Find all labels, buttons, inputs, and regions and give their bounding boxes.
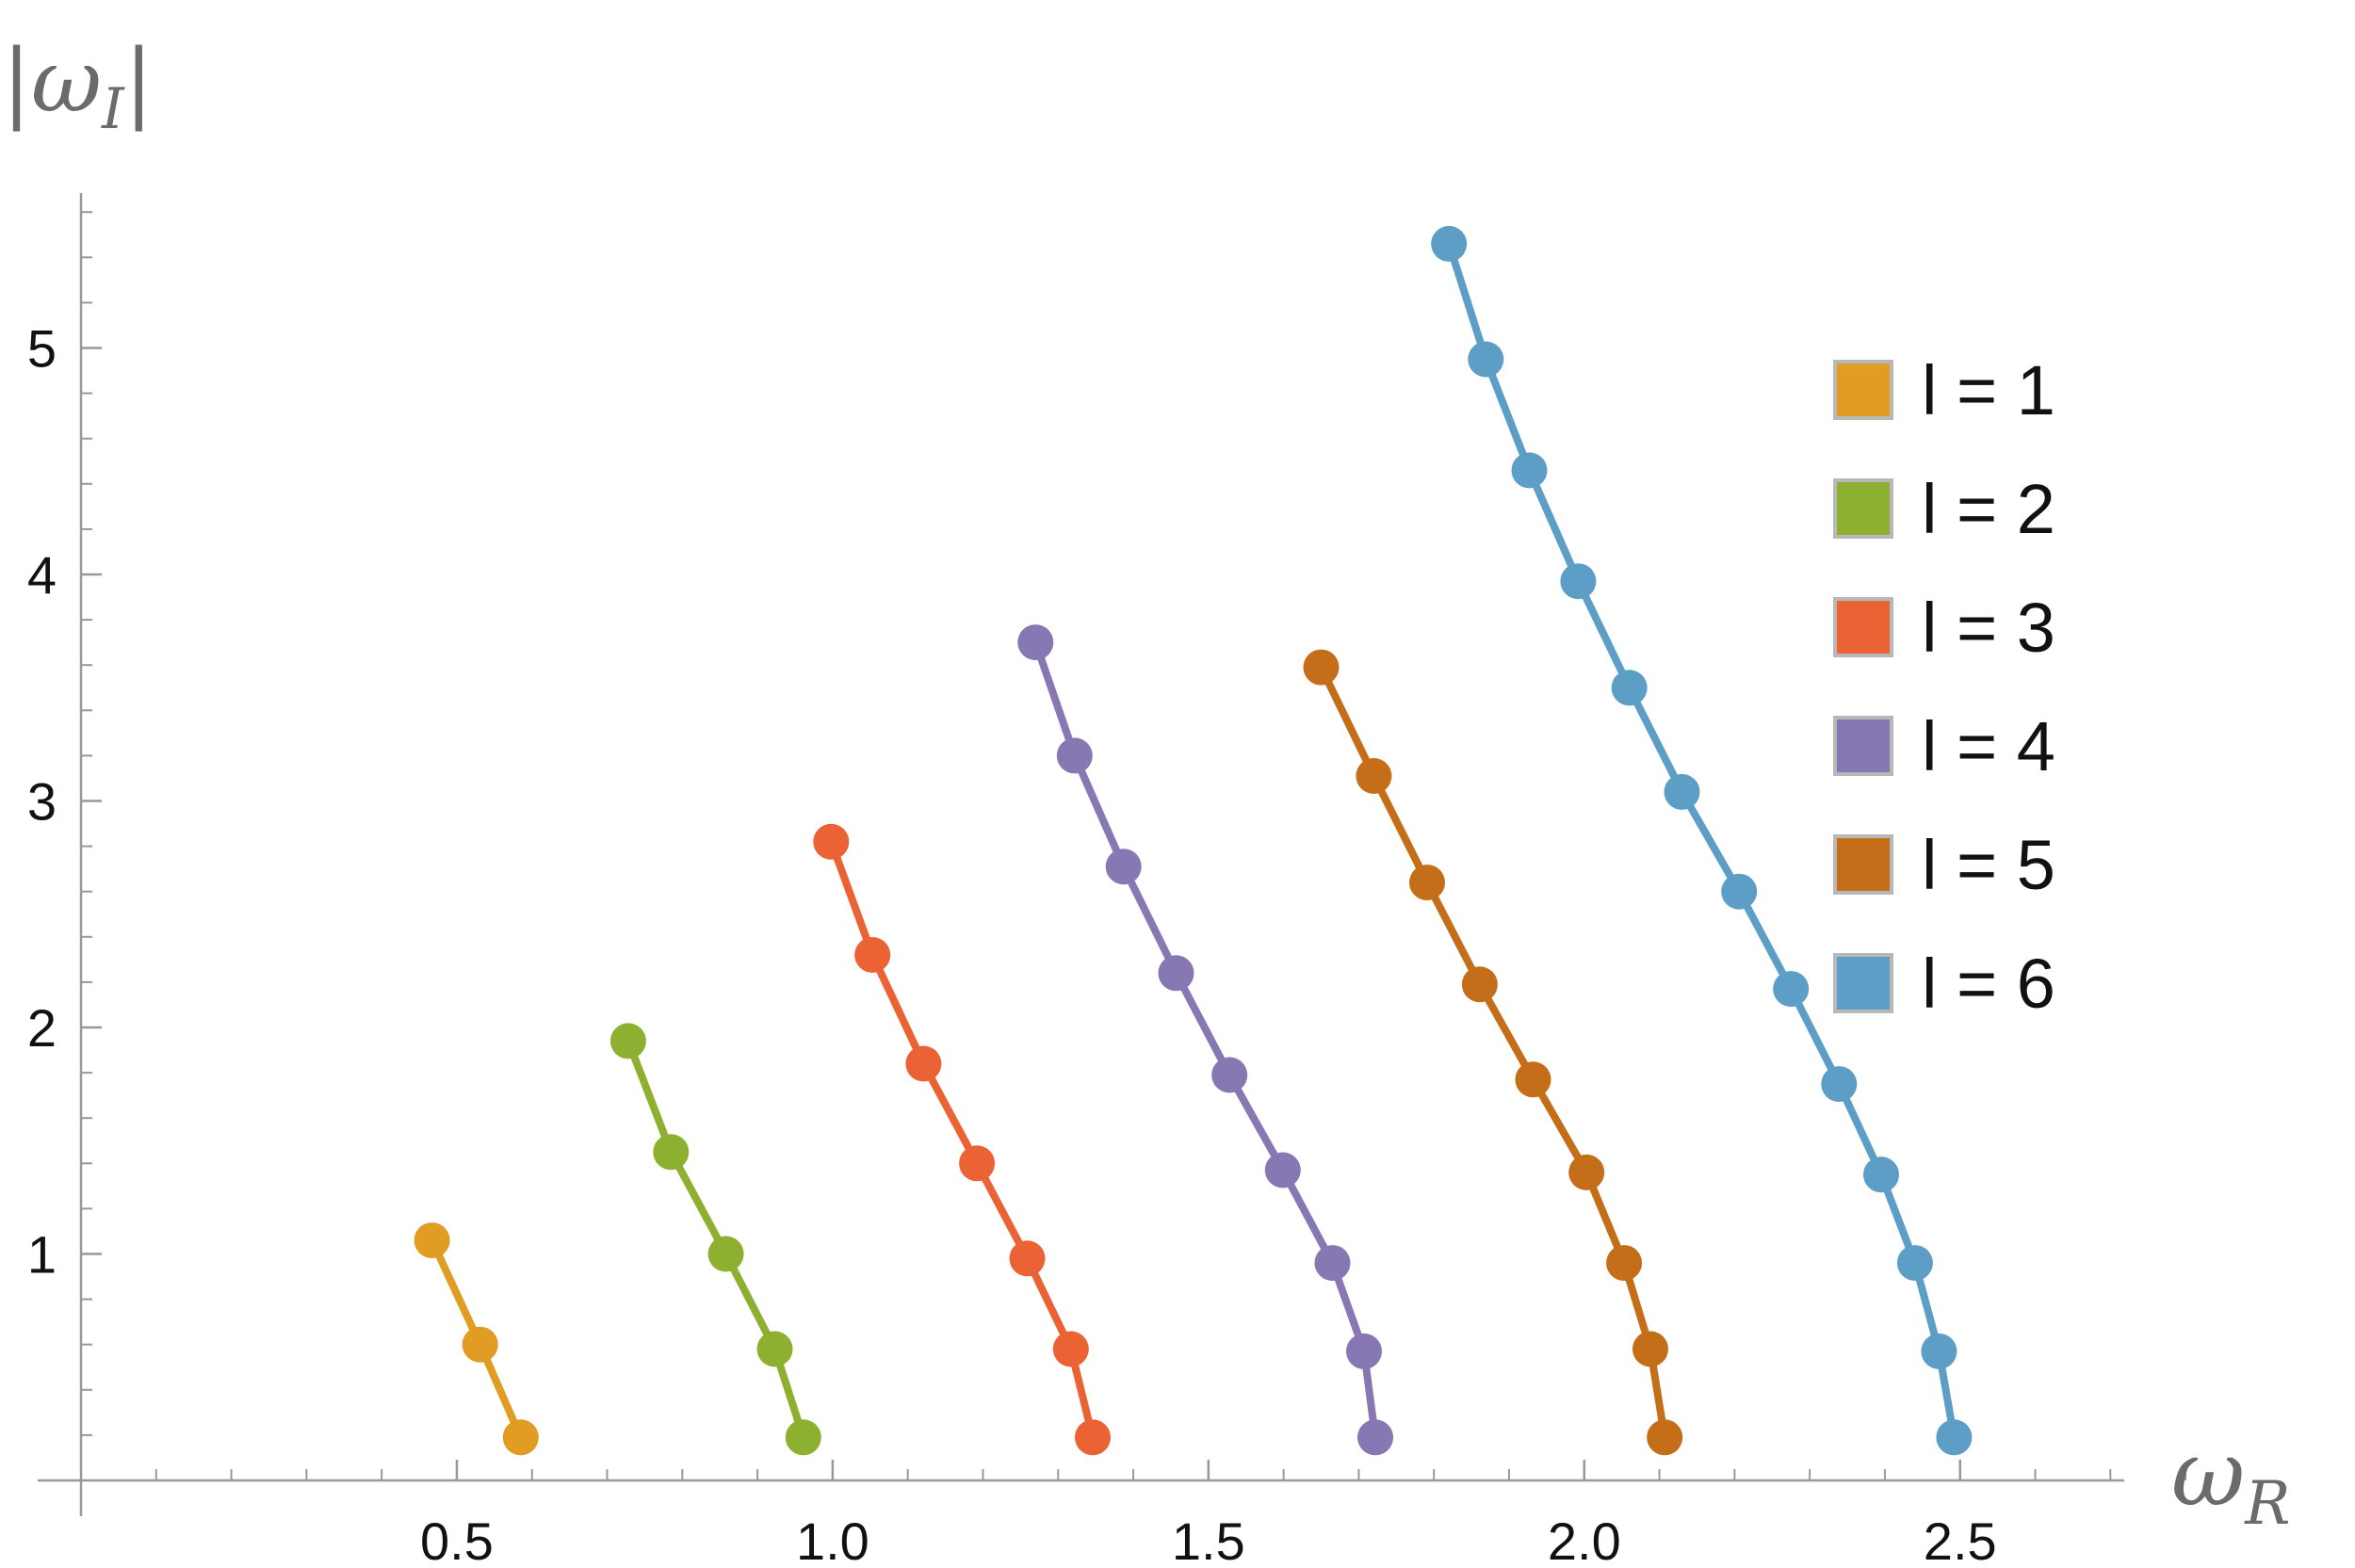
series-5-point	[1647, 1419, 1683, 1456]
series-4-point	[1264, 1152, 1301, 1188]
series-3-point	[813, 823, 850, 860]
legend-swatch	[1833, 597, 1893, 657]
legend-swatch	[1833, 834, 1893, 895]
legend-label: l = 1	[1922, 351, 2055, 429]
series-6-point	[1721, 873, 1758, 910]
series-5-point	[1356, 758, 1392, 794]
series-3-point	[1009, 1240, 1046, 1277]
ticks: 0.5 1.0 1.5 2.0 2.5 1 2 3 4 5	[27, 211, 2187, 1568]
series-5-point	[1632, 1331, 1668, 1367]
x-axis-title: ωR	[2171, 1421, 2290, 1539]
legend-item-2: l = 2	[1833, 470, 2055, 548]
series-5-point	[1461, 966, 1498, 1003]
legend-label: l = 6	[1922, 945, 2055, 1023]
legend-swatch	[1833, 953, 1893, 1013]
x-tick-label: 0.5	[420, 1511, 494, 1568]
series-3-point	[854, 937, 891, 973]
legend-item-4: l = 4	[1833, 707, 2055, 785]
y-axis-title: |ωI|	[2, 31, 154, 142]
series-6-point	[1560, 563, 1597, 600]
series-3-point	[1075, 1419, 1111, 1456]
y-tick-label: 5	[27, 319, 57, 379]
series-1-point	[502, 1419, 539, 1456]
series-5-point	[1303, 649, 1340, 686]
series-1-point	[462, 1326, 498, 1363]
legend-swatch	[1833, 716, 1893, 776]
series-2-point	[707, 1236, 744, 1272]
series-4-point	[1105, 849, 1142, 885]
x-tick-label: 2.5	[1924, 1511, 1997, 1568]
x-tick-label: 1.0	[796, 1511, 869, 1568]
series-4-point	[1346, 1333, 1382, 1369]
series-6	[1431, 225, 1973, 1456]
axes	[38, 193, 2124, 1516]
series-1	[414, 1222, 539, 1456]
series-5-point	[1568, 1154, 1605, 1190]
series-5-point	[1606, 1245, 1643, 1282]
series-5	[1303, 649, 1683, 1456]
y-axis-title-sub: I	[101, 76, 125, 142]
series-4	[1017, 624, 1393, 1456]
series-6-point	[1511, 452, 1548, 489]
x-tick-label: 1.5	[1172, 1511, 1245, 1568]
y-axis-title-close: |	[124, 31, 154, 132]
series-6-point	[1468, 341, 1504, 378]
series-5-point	[1515, 1061, 1551, 1098]
legend-item-1: l = 1	[1833, 351, 2055, 429]
series-3	[813, 823, 1111, 1456]
series-6-point	[1611, 670, 1648, 706]
series-1-point	[414, 1222, 450, 1259]
series-6-point	[1664, 773, 1700, 810]
series-4-point	[1314, 1245, 1351, 1282]
legend-item-3: l = 3	[1833, 589, 2055, 667]
legend-item-5: l = 5	[1833, 826, 2055, 904]
legend-swatch	[1833, 478, 1893, 539]
series-5-point	[1409, 865, 1445, 901]
series-6-point	[1896, 1245, 1933, 1282]
series-4-point	[1357, 1419, 1393, 1456]
series-2-point	[609, 1023, 646, 1059]
series-6-point	[1773, 971, 1810, 1008]
legend-label: l = 4	[1922, 707, 2055, 785]
x-axis-title-main: ω	[2171, 1421, 2245, 1527]
series-3-point	[959, 1145, 996, 1182]
series-layer	[414, 225, 1973, 1456]
series-4-point	[1158, 955, 1194, 992]
legend-label: l = 3	[1922, 589, 2055, 667]
y-tick-label: 3	[27, 772, 57, 832]
series-4-point	[1211, 1057, 1248, 1093]
x-tick-label: 2.0	[1548, 1511, 1621, 1568]
series-6-point	[1936, 1419, 1973, 1456]
series-6-point	[1863, 1156, 1899, 1193]
series-4-point	[1017, 624, 1054, 661]
legend-label: l = 5	[1922, 826, 2055, 904]
y-tick-label: 1	[27, 1225, 57, 1285]
series-2-point	[756, 1331, 793, 1367]
series-3-point	[1052, 1331, 1089, 1367]
series-6-point	[1431, 225, 1468, 262]
y-axis-title-main: |ω	[2, 31, 102, 132]
legend-label: l = 2	[1922, 470, 2055, 548]
legend: l = 1 l = 2 l = 3 l = 4 l = 5 l = 6	[1833, 351, 2055, 1023]
legend-item-6: l = 6	[1833, 945, 2055, 1023]
y-tick-label: 2	[27, 998, 57, 1058]
series-6-point	[1921, 1333, 1957, 1369]
series-6-point	[1821, 1066, 1858, 1103]
series-2	[609, 1023, 821, 1456]
x-axis-title-sub: R	[2244, 1469, 2290, 1539]
y-tick-label: 4	[27, 545, 57, 605]
series-2-point	[653, 1134, 690, 1171]
series-4-point	[1056, 737, 1093, 774]
legend-swatch	[1833, 360, 1893, 420]
series-3-point	[905, 1045, 942, 1082]
series-2-point	[785, 1419, 821, 1456]
